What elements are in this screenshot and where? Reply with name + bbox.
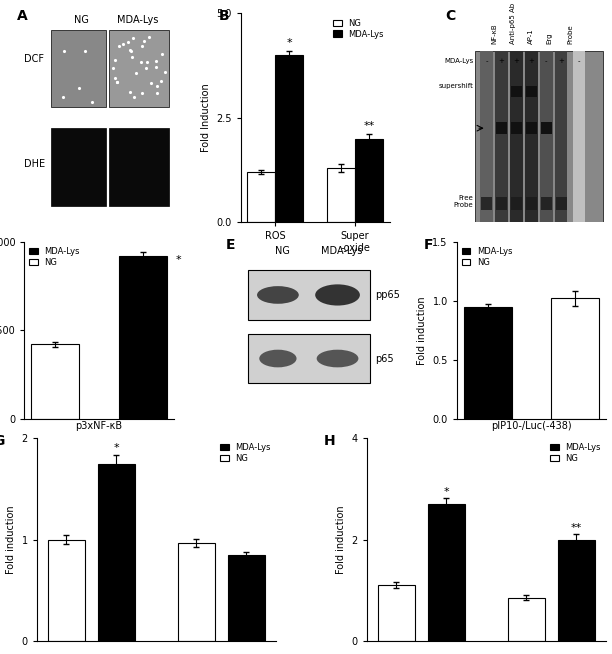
Bar [475, 51, 603, 222]
Text: DHE: DHE [24, 159, 46, 169]
Text: Probe: Probe [567, 25, 573, 44]
Bar [97, 464, 135, 641]
Text: **: ** [570, 523, 582, 534]
Bar [558, 540, 595, 641]
Bar [526, 122, 537, 135]
Bar [495, 51, 508, 222]
Bar [275, 55, 303, 222]
Bar [110, 128, 169, 205]
Text: *: * [444, 487, 449, 497]
Bar [551, 298, 599, 419]
Bar [525, 51, 538, 222]
Legend: MDA-Lys, NG: MDA-Lys, NG [550, 442, 602, 464]
Text: NF-κB: NF-κB [492, 24, 498, 44]
Y-axis label: Fold induction: Fold induction [417, 296, 427, 364]
Bar [573, 51, 586, 222]
Text: H: H [324, 434, 335, 448]
Text: *: * [113, 443, 119, 453]
Text: MDA-Lys: MDA-Lys [444, 58, 473, 64]
Bar [248, 270, 370, 320]
Text: C: C [445, 9, 455, 23]
Text: Anti-p65 Ab: Anti-p65 Ab [510, 3, 516, 44]
Bar [177, 543, 215, 641]
Bar [327, 168, 355, 222]
Ellipse shape [259, 350, 297, 368]
Text: *: * [286, 38, 292, 48]
Bar [463, 307, 512, 419]
X-axis label: p3xNF-κB: p3xNF-κB [75, 421, 122, 432]
Bar [540, 198, 552, 210]
X-axis label: pIP10-/Luc(-438): pIP10-/Luc(-438) [491, 421, 572, 432]
Bar [378, 585, 415, 641]
Text: NG: NG [275, 245, 290, 256]
Bar [540, 51, 553, 222]
Bar [511, 122, 522, 135]
Text: NG: NG [73, 15, 89, 25]
Bar [556, 198, 567, 210]
Text: AP-1: AP-1 [528, 29, 534, 44]
Y-axis label: Fold Induction: Fold Induction [201, 83, 211, 152]
Text: p65: p65 [375, 354, 394, 364]
Bar [511, 86, 522, 97]
Text: **: ** [364, 122, 375, 131]
Bar [51, 30, 106, 107]
Text: Free
Probe: Free Probe [453, 195, 473, 208]
Bar [248, 334, 370, 383]
Text: Erg: Erg [547, 33, 552, 44]
Text: +: + [558, 58, 564, 64]
Legend: MDA-Lys, NG: MDA-Lys, NG [29, 246, 81, 267]
Text: F: F [424, 239, 433, 252]
Bar [540, 122, 552, 135]
Bar [119, 256, 167, 419]
Text: *: * [176, 254, 182, 265]
Text: B: B [218, 9, 229, 23]
Text: MDA-Lys: MDA-Lys [117, 15, 159, 25]
Bar [555, 51, 567, 222]
Text: supershift: supershift [438, 83, 473, 90]
Legend: NG, MDA-Lys: NG, MDA-Lys [332, 17, 386, 41]
Text: E: E [226, 239, 235, 252]
Legend: MDA-Lys, NG: MDA-Lys, NG [220, 442, 272, 464]
Ellipse shape [315, 284, 360, 305]
Y-axis label: Fold induction: Fold induction [6, 506, 16, 574]
Text: DCF: DCF [24, 54, 45, 64]
Bar [51, 128, 106, 205]
Bar [48, 540, 85, 641]
Bar [526, 198, 537, 210]
Bar [480, 51, 493, 222]
Bar [511, 198, 522, 210]
Text: A: A [17, 9, 28, 23]
Y-axis label: Fold induction: Fold induction [336, 506, 346, 574]
Bar [526, 86, 537, 97]
Text: -: - [545, 58, 548, 64]
Bar [110, 30, 169, 107]
Text: G: G [0, 434, 5, 448]
Bar [507, 598, 545, 641]
Bar [355, 139, 383, 222]
Text: +: + [528, 58, 534, 64]
Bar [247, 172, 275, 222]
Bar [31, 345, 80, 419]
Bar [428, 504, 465, 641]
Text: +: + [513, 58, 520, 64]
Bar [496, 122, 507, 135]
Text: -: - [578, 58, 580, 64]
Text: -: - [485, 58, 488, 64]
Text: +: + [499, 58, 504, 64]
Ellipse shape [257, 286, 299, 303]
Legend: MDA-Lys, NG: MDA-Lys, NG [461, 246, 513, 267]
Text: MDA-Lys: MDA-Lys [321, 245, 363, 256]
Bar [228, 555, 265, 641]
Ellipse shape [316, 350, 359, 368]
Bar [481, 198, 492, 210]
Bar [496, 198, 507, 210]
Text: pp65: pp65 [375, 290, 400, 300]
Bar [510, 51, 523, 222]
